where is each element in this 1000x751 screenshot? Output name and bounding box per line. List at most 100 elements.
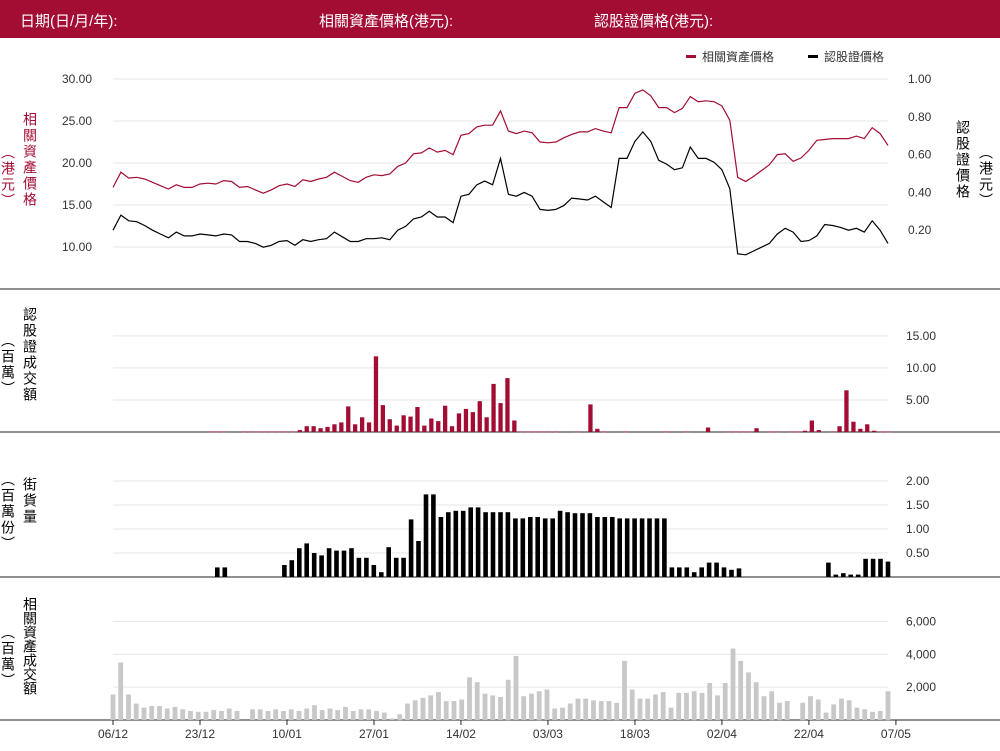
warrant-turnover-bar	[546, 431, 552, 433]
underlying-turnover-bar	[397, 714, 403, 721]
underlying-turnover-bar	[490, 695, 496, 720]
underlying-turnover-bar	[521, 696, 527, 720]
warrant-turnover-bar	[622, 431, 628, 433]
underlying-turnover-bar	[854, 707, 860, 720]
underlying-turnover-bar	[474, 682, 480, 720]
underlying-turnover-bar	[505, 679, 511, 721]
price-left-title: 相關資產價格	[22, 112, 38, 208]
underlying-turnover-bar	[784, 701, 790, 720]
warrant-turnover-bar	[401, 415, 406, 432]
warrant-turnover-bar	[318, 428, 323, 432]
price-right-unit: （港元）	[978, 145, 994, 209]
warrant-turnover-bar	[505, 378, 510, 432]
warrant-turnover-bar	[256, 431, 261, 433]
outstanding-bar	[855, 574, 861, 577]
underlying-turnover-bar	[203, 711, 209, 720]
outstanding-bar	[684, 567, 690, 577]
warrant-turnover-bar	[519, 431, 524, 433]
underlying-turnover-bar	[141, 707, 147, 720]
legend-warrant: 認股證價格	[808, 48, 884, 65]
outstanding-bar	[721, 567, 727, 577]
warrant-turnover-bar	[332, 424, 337, 432]
warrant-turnover-bar	[366, 422, 372, 432]
underlying-turnover-bar	[436, 692, 441, 720]
outstanding-bar	[520, 518, 526, 577]
outstanding-bar	[647, 518, 652, 577]
outstanding-bar	[699, 567, 704, 577]
underlying-turnover-bar	[870, 711, 875, 720]
outstanding-bar	[289, 560, 295, 577]
underlying-turnover-bar	[428, 695, 434, 720]
underlying-turnover-bar	[118, 662, 124, 720]
underlying-turnover-bar	[257, 709, 263, 720]
underlying-turnover-bar	[211, 710, 217, 720]
underlying-turnover-bar	[172, 706, 178, 720]
underlying-turnover-bar	[180, 709, 186, 720]
underlying-turnover-bar	[645, 698, 651, 720]
outstanding-tick: 1.00	[906, 522, 930, 536]
x-tick-label: 10/01	[272, 727, 302, 741]
warrant-turnover-bar	[463, 408, 469, 432]
warrant-price-line	[112, 130, 889, 256]
price-right-tick: 0.20	[908, 223, 932, 237]
underlying-turnover-bar	[823, 712, 829, 720]
warrant-turnover-bar	[878, 431, 884, 433]
outstanding-bar	[706, 562, 712, 577]
warrant-turnover-bar	[422, 425, 427, 432]
x-tick-label: 06/12	[98, 727, 128, 741]
outstanding-bar	[654, 518, 660, 577]
underlying-turnover-bar	[591, 700, 596, 720]
warrant-turnover-bar	[353, 424, 358, 432]
warrant-turnover-bar	[470, 412, 475, 432]
warrant-turnover-bar	[477, 401, 482, 432]
outstanding-bar	[483, 512, 488, 577]
warrant-turnover-bar	[726, 431, 731, 433]
price-left-tick: 30.00	[62, 72, 92, 86]
warrant-turnover-bar	[339, 422, 344, 432]
outstanding-bar	[431, 494, 436, 577]
warrant-turnover-bar	[283, 431, 289, 433]
outstanding-bar	[349, 548, 354, 577]
outstanding-bar	[341, 550, 347, 577]
underlying-turnover-bar	[273, 709, 279, 720]
underlying-turnover-bar	[839, 698, 844, 720]
warrant-turnover-bar	[214, 431, 219, 433]
underlying-turnover-bar	[358, 709, 364, 720]
warrant-turnover-bar	[837, 426, 842, 432]
uvol-title: 相關資產成交額	[22, 597, 38, 695]
outstanding-bar	[677, 567, 682, 577]
outstanding-bar	[513, 518, 518, 577]
underlying-turnover-bar	[738, 660, 744, 720]
warrant-turnover-bar	[526, 431, 531, 433]
warrant-turnover-bar	[588, 404, 593, 432]
underlying-turnover-bar	[405, 703, 410, 720]
underlying-turnover-bar	[668, 707, 674, 720]
os-unit: （百萬份）	[0, 472, 16, 552]
legend-label-warrant: 認股證價格	[824, 50, 885, 64]
underlying-turnover-bar	[195, 711, 201, 720]
warrant-turnover-bar	[491, 383, 496, 432]
underlying-turnover-bar	[808, 696, 813, 720]
underlying-turnover-bar	[126, 694, 131, 720]
underlying-turnover-bar	[420, 697, 426, 720]
underlying-turnover-bar	[691, 691, 697, 721]
warrant-turnover-bar	[768, 431, 773, 433]
underlying-turnover-bar	[335, 710, 341, 720]
underlying-turnover-bar	[343, 706, 348, 720]
underlying-turnover-bar	[164, 708, 170, 720]
outstanding-bar	[401, 557, 406, 577]
warrant-turnover-bar	[297, 430, 302, 432]
underlying-turnover-bar	[660, 692, 666, 720]
outstanding-bar	[371, 565, 377, 577]
outstanding-bar	[423, 494, 429, 577]
warrant-turnover-bar	[408, 416, 413, 432]
underlying-turnover-bar	[715, 695, 720, 720]
outstanding-bar	[639, 518, 645, 577]
warrant-turnover-bar	[394, 425, 399, 432]
outstanding-bar	[841, 573, 846, 577]
underlying-turnover-bar	[327, 708, 333, 720]
warrant-turnover-bar	[809, 420, 814, 432]
x-tick-label: 14/02	[446, 727, 476, 741]
underlying-turnover-bar	[629, 689, 635, 720]
